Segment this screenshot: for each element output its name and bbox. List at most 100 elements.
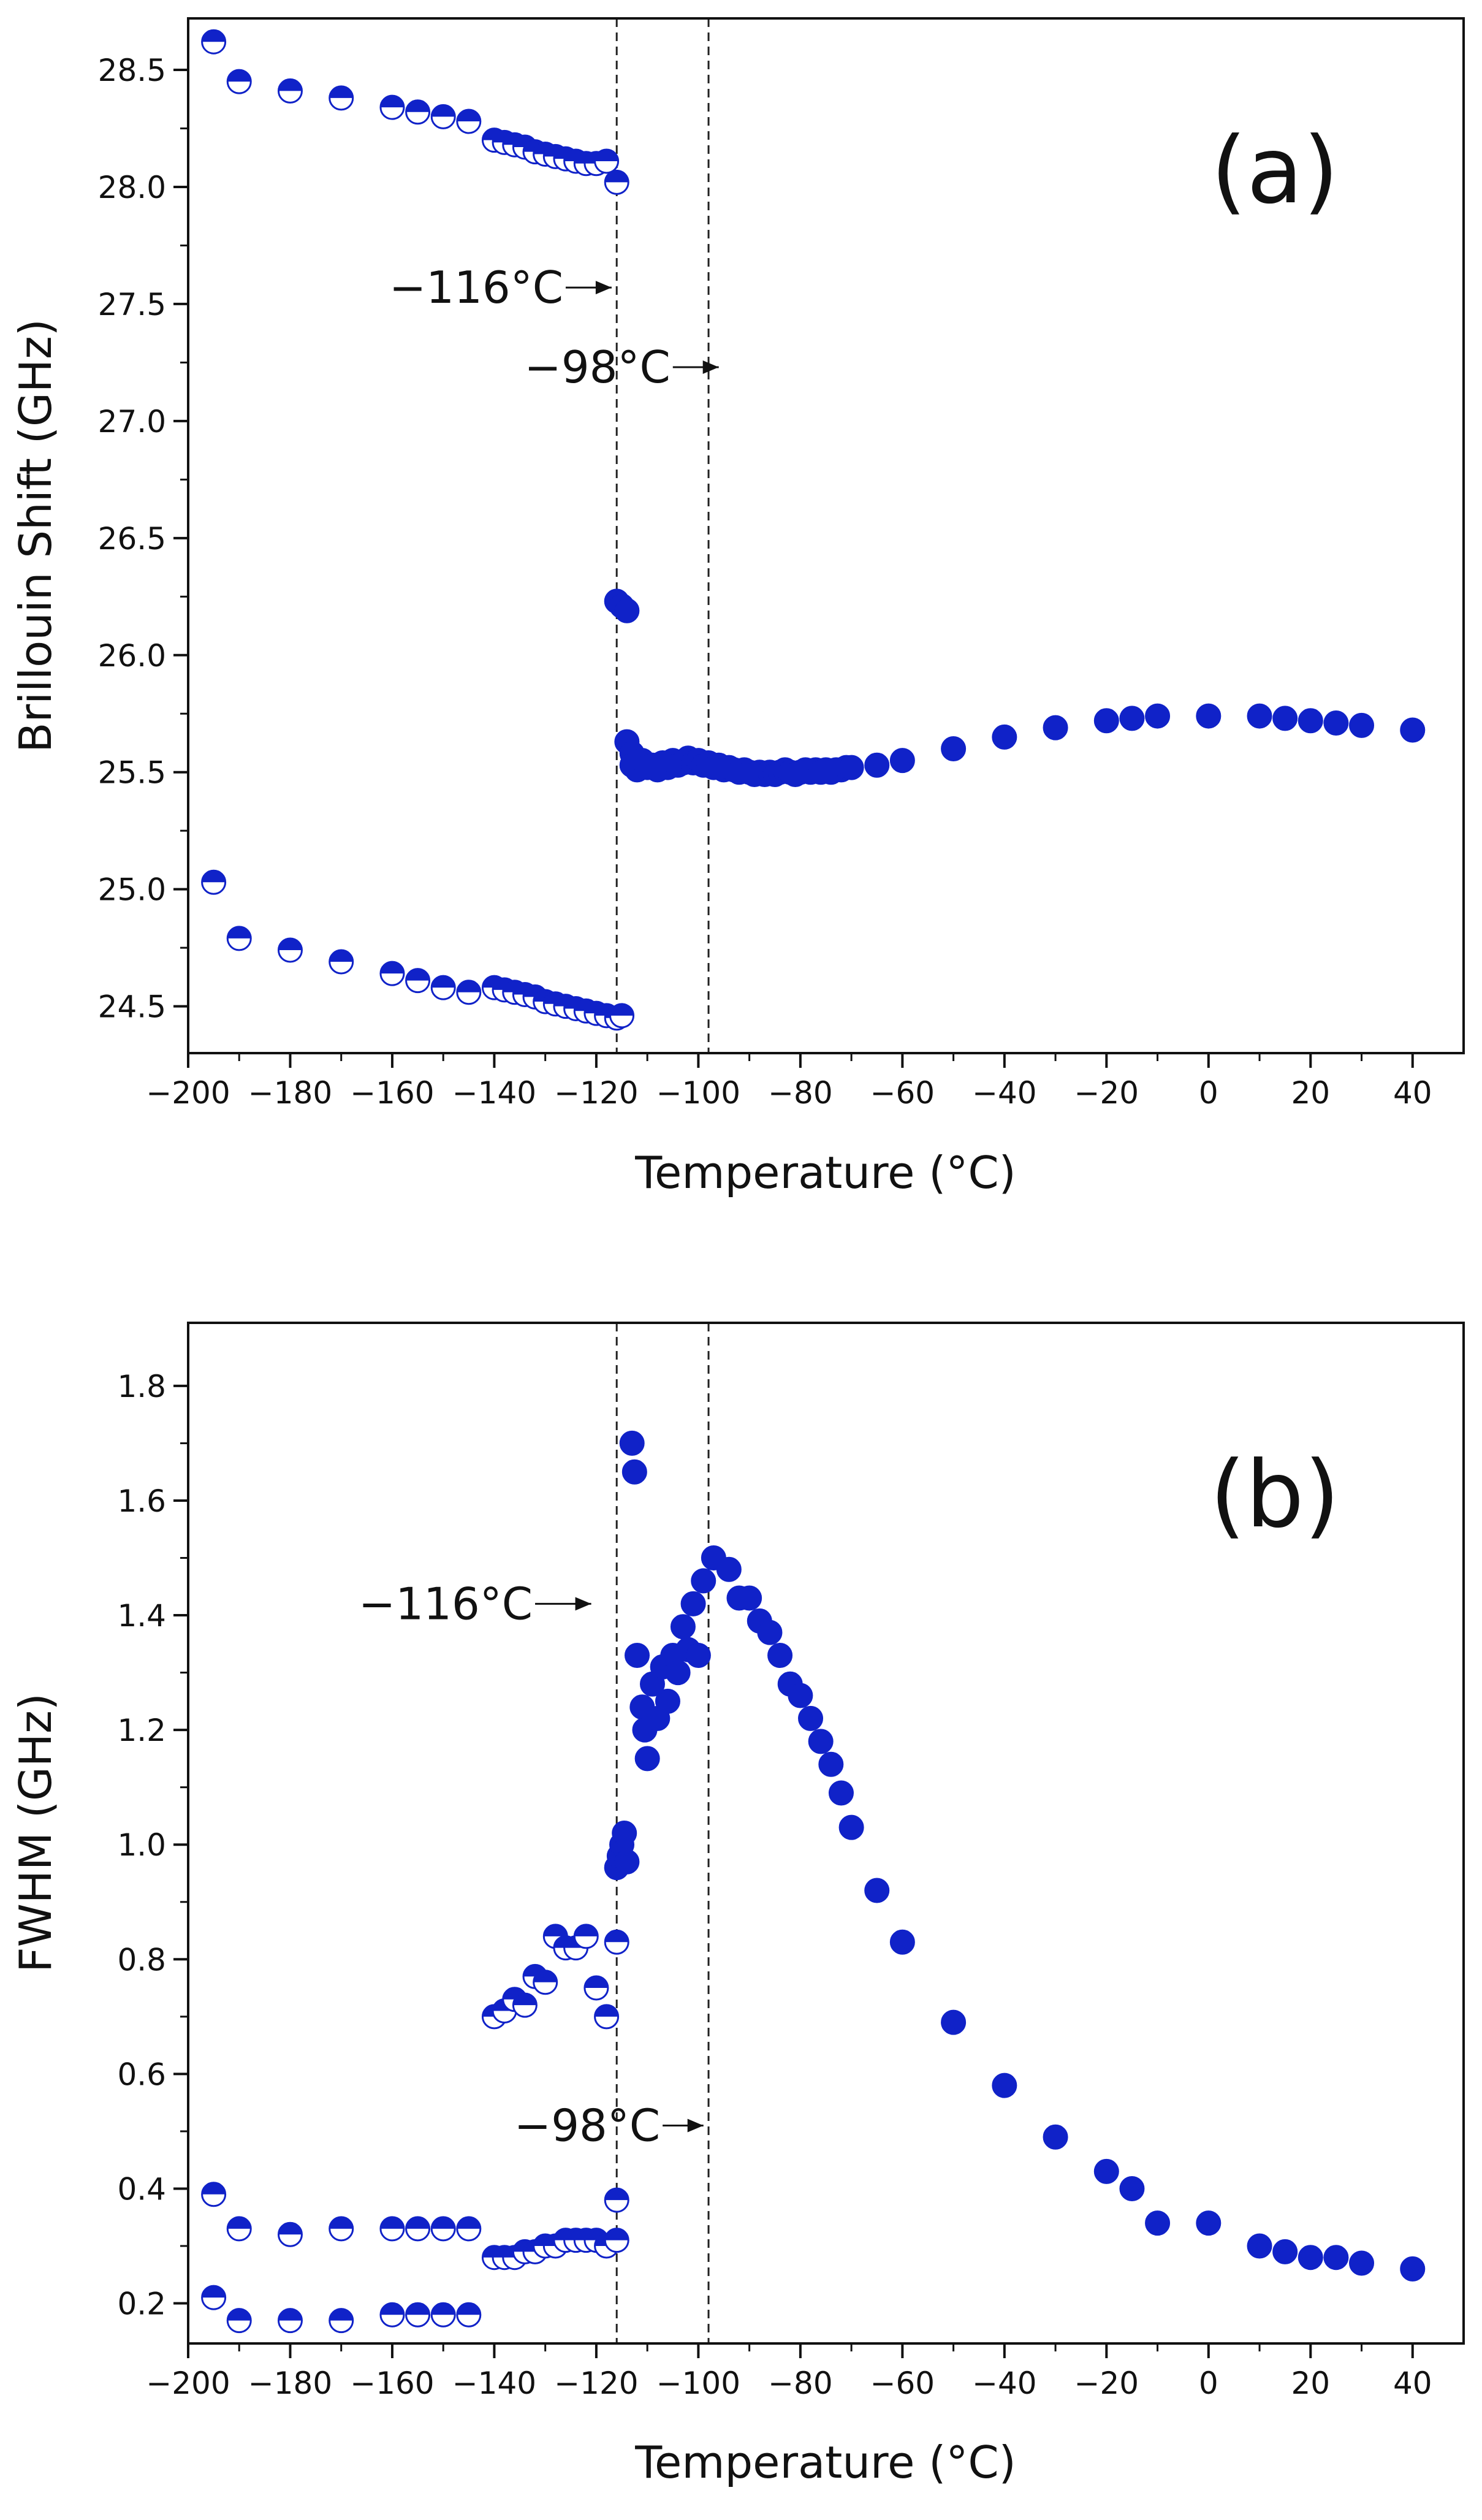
x-tick-label: −80: [768, 2366, 833, 2401]
data-point-filled: [1247, 703, 1272, 729]
panel-b: FWHM (GHz) Temperature (°C) (b) −20 0 −180…: [10, 1322, 1465, 2488]
data-point-filled: [625, 1643, 650, 1669]
data-point-half-filled: [512, 1992, 538, 2018]
data-point-half-filled: [594, 148, 620, 174]
y-tick-label: 0.2: [117, 2286, 166, 2322]
data-point-half-filled: [405, 968, 431, 994]
y-tick-label: 0.8: [117, 1942, 166, 1978]
data-point-filled: [808, 1729, 834, 1754]
x-tick-label: −20: [1074, 2366, 1139, 2401]
data-point-half-filled: [430, 104, 456, 129]
data-point-half-filled: [604, 2187, 629, 2213]
series-1: [201, 869, 635, 1031]
data-point-filled: [665, 1660, 691, 1686]
data-point-half-filled: [583, 1975, 609, 2001]
data-point-filled: [1298, 708, 1323, 734]
data-point-half-filled: [201, 29, 227, 55]
series-2: [604, 1430, 1426, 2282]
x-tick-label: −80: [768, 1075, 833, 1111]
data-point-half-filled: [201, 2285, 227, 2310]
y-axis-title-b: FWHM (GHz): [10, 1693, 61, 1973]
data-point-half-filled: [277, 78, 303, 104]
data-point-filled: [1093, 708, 1119, 734]
axis-ticks-b: −200 −180 −160 −140 −120 −100 −80 −60 −40 −20 0 20 4…: [117, 1369, 1432, 2401]
data-point-half-filled: [277, 2308, 303, 2334]
data-point-half-filled: [226, 69, 252, 94]
x-tick-label: −200: [146, 1075, 230, 1111]
y-tick-label: 1.6: [117, 1483, 166, 1519]
x-tick-label: −180: [248, 2366, 332, 2401]
x-axis-title-b: Temperature (°C): [634, 2437, 1016, 2488]
data-point-filled: [941, 736, 967, 762]
y-tick-label: 1.0: [117, 1827, 166, 1863]
data-point-filled: [621, 1459, 647, 1485]
data-point-half-filled: [405, 2216, 431, 2242]
data-point-half-filled: [329, 2308, 354, 2334]
data-point-half-filled: [604, 2228, 629, 2253]
data-point-filled: [1119, 2175, 1145, 2201]
data-point-filled: [864, 752, 890, 778]
x-tick-label: −60: [870, 2366, 935, 2401]
data-point-half-filled: [277, 937, 303, 963]
data-point-half-filled: [226, 2308, 252, 2334]
y-tick-label: 26.5: [98, 521, 166, 557]
data-point-filled: [1323, 2245, 1349, 2271]
x-tick-label: −60: [870, 1075, 935, 1111]
annotation-98-b: −98°C: [514, 2100, 660, 2152]
data-point-half-filled: [594, 2004, 620, 2030]
x-tick-label: −40: [972, 2366, 1037, 2401]
annotation-arrow-head: [575, 1597, 591, 1611]
data-point-filled: [1298, 2245, 1323, 2271]
y-axis-title-a: Brillouin Shift (GHz): [10, 319, 61, 753]
data-point-half-filled: [277, 2221, 303, 2247]
data-point-filled: [818, 1751, 844, 1777]
x-tick-label: −120: [554, 1075, 638, 1111]
data-point-filled: [670, 1614, 696, 1640]
data-point-half-filled: [456, 108, 482, 134]
series-2: [604, 588, 1426, 788]
x-tick-label: 0: [1199, 2366, 1218, 2401]
data-point-filled: [614, 598, 640, 623]
data-point-filled: [992, 2073, 1017, 2098]
y-tick-label: 26.0: [98, 638, 166, 674]
data-point-filled: [614, 1849, 640, 1875]
data-point-filled: [619, 1430, 645, 1456]
x-tick-label: 40: [1393, 1075, 1432, 1111]
data-point-filled: [1145, 2210, 1171, 2236]
data-point-half-filled: [379, 961, 405, 986]
data-point-half-filled: [201, 2182, 227, 2207]
y-tick-label: 28.5: [98, 53, 166, 88]
panel-label-b: (b): [1210, 1442, 1340, 1548]
x-tick-label: −140: [452, 2366, 536, 2401]
data-point-filled: [941, 2009, 967, 2035]
data-point-filled: [1349, 2250, 1375, 2276]
data-point-half-filled: [405, 2302, 431, 2328]
x-tick-label: −140: [452, 1075, 536, 1111]
data-point-half-filled: [430, 975, 456, 1000]
data-point-filled: [757, 1620, 783, 1645]
data-point-half-filled: [604, 169, 629, 195]
annotation-98-a: −98°C: [525, 341, 671, 393]
axis-ticks-a: −200 −180 −160 −140 −120 −100 −80 −60 −40 −20 0 20 4…: [98, 53, 1432, 1111]
annotations-b: −116°C −98°C: [359, 1578, 704, 2152]
data-point-half-filled: [604, 1929, 629, 1955]
panel-a: Brillouin Shift (GHz) Temperature (°C) (…: [10, 17, 1465, 1198]
data-point-filled: [1043, 2124, 1068, 2150]
data-point-filled: [685, 1643, 711, 1669]
x-axis-title-a: Temperature (°C): [634, 1147, 1016, 1198]
data-point-filled: [1349, 712, 1375, 738]
annotations-a: −116°C −98°C: [389, 262, 719, 393]
data-point-filled: [1119, 706, 1145, 731]
series-0: [201, 29, 629, 195]
y-tick-label: 25.0: [98, 872, 166, 908]
x-tick-label: 20: [1291, 1075, 1330, 1111]
data-point-filled: [691, 1568, 716, 1594]
data-point-half-filled: [379, 2302, 405, 2328]
data-point-filled: [1272, 2239, 1298, 2264]
y-tick-label: 0.6: [117, 2057, 166, 2092]
data-point-half-filled: [609, 1003, 635, 1029]
data-point-filled: [655, 1688, 680, 1714]
data-point-filled: [767, 1643, 793, 1669]
data-point-half-filled: [329, 949, 354, 975]
data-point-filled: [680, 1591, 706, 1616]
